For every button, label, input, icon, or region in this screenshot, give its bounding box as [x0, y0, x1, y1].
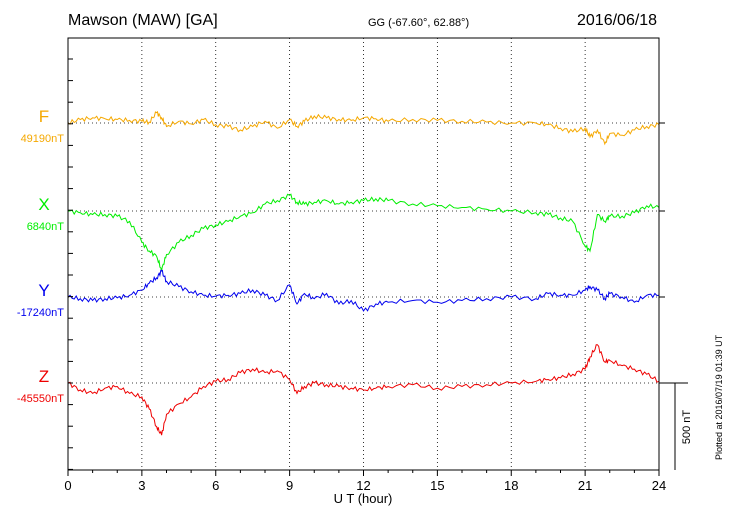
trace-F [67, 110, 660, 146]
x-tick-label-12: 12 [356, 478, 370, 493]
x-tick-label-24: 24 [652, 478, 666, 493]
series-name-Z: Z [39, 367, 49, 386]
station-coordinates: GG (-67.60°, 62.88°) [368, 17, 470, 29]
trace-Y [67, 269, 660, 312]
series-baseline-F: 49190nT [21, 133, 65, 145]
left-minor-ticks [68, 58, 73, 470]
station-title: Mawson (MAW) [GA] [68, 12, 218, 29]
scale-bar-label: 500 nT [681, 410, 693, 445]
x-tick-label-15: 15 [430, 478, 444, 493]
x-tick-label-0: 0 [64, 478, 71, 493]
series-name-X: X [38, 195, 49, 214]
x-tick-label-9: 9 [286, 478, 293, 493]
series-baseline-Z: -45550nT [17, 393, 64, 405]
trace-X [67, 193, 660, 273]
series-name-Y: Y [38, 281, 49, 300]
x-tick-label-18: 18 [504, 478, 518, 493]
baseline-lines [68, 122, 665, 384]
scale-bar: 500 nT [659, 382, 693, 470]
vertical-gridlines [141, 38, 586, 470]
plot-date: 2016/06/18 [577, 12, 658, 29]
trace-Z [67, 344, 660, 436]
series-name-F: F [39, 107, 49, 126]
series-labels: F 49190nT X 6840nT Y -17240nT Z -45550nT [17, 107, 64, 405]
component-traces [67, 110, 660, 436]
x-axis-ticks: 0 3 6 9 12 15 18 21 24 [64, 470, 666, 493]
x-tick-label-3: 3 [138, 478, 145, 493]
x-tick-label-21: 21 [578, 478, 592, 493]
x-axis-label: U T (hour) [334, 491, 393, 506]
x-tick-label-6: 6 [212, 478, 219, 493]
series-baseline-Y: -17240nT [17, 307, 64, 319]
series-baseline-X: 6840nT [27, 221, 65, 233]
